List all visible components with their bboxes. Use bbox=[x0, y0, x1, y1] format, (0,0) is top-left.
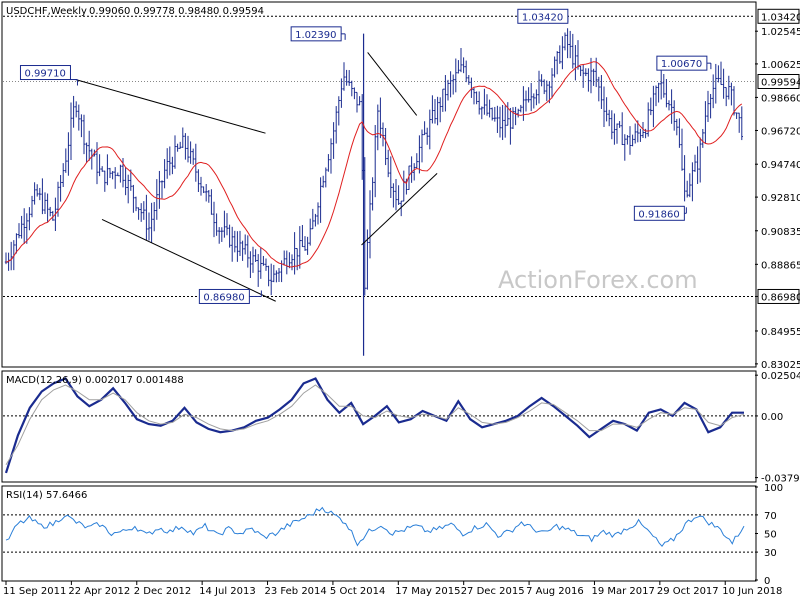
x-tick-label: 22 Apr 2012 bbox=[68, 586, 130, 597]
annotation-label: 0.86980 bbox=[203, 292, 244, 303]
annotation-label: 1.02390 bbox=[295, 30, 336, 41]
y-tick-label: 0.88865 bbox=[761, 260, 800, 271]
annotation-label: 0.91860 bbox=[638, 209, 679, 220]
y-tick-label: 0.84955 bbox=[761, 327, 800, 338]
level-box bbox=[757, 8, 800, 24]
rsi-layer bbox=[3, 506, 755, 553]
macd-y-tick-label: -0.037902 bbox=[761, 474, 800, 485]
x-tick-label: 2 Dec 2012 bbox=[134, 586, 192, 597]
chart-ohlc: 0.99060 0.99778 0.98480 0.99594 bbox=[89, 6, 264, 17]
axis-layer: 1.02545 1.00625 0.98660 0.96720 0.94740 0.928… bbox=[3, 8, 800, 597]
x-tick-label: 23 Feb 2014 bbox=[265, 586, 327, 597]
macd-layer bbox=[3, 377, 755, 474]
macd-signal-line bbox=[5, 384, 745, 465]
x-tick-label: 17 May 2015 bbox=[395, 586, 460, 597]
y-tick-label: 0.90835 bbox=[761, 227, 800, 238]
annotation-label: 0.99710 bbox=[24, 69, 65, 80]
x-tick-label: 7 Aug 2016 bbox=[526, 586, 584, 597]
rsi-panel bbox=[1, 485, 757, 582]
x-tick-label: 19 Mar 2017 bbox=[591, 586, 654, 597]
y-tick-label: 1.02545 bbox=[761, 27, 800, 38]
macd-line bbox=[4, 377, 744, 474]
annotation-box bbox=[198, 288, 250, 304]
trend-line bbox=[367, 52, 418, 116]
macd-title: MACD(12,26,9) 0.002017 0.001488 bbox=[6, 375, 184, 386]
macd-y-tick-label: 0.00 bbox=[761, 412, 783, 423]
annotation-label: 1.03420 bbox=[522, 12, 563, 23]
level-label: 0.86980 bbox=[761, 292, 800, 303]
y-tick-label: 1.00625 bbox=[761, 60, 800, 71]
last-price-label: 0.99594 bbox=[761, 77, 800, 88]
trend-line bbox=[75, 79, 266, 134]
level-label: 1.03420 bbox=[761, 12, 800, 23]
y-tick-label: 0.96720 bbox=[761, 126, 800, 137]
annotation-box bbox=[19, 65, 71, 81]
rsi-y-tick-label: 70 bbox=[764, 511, 777, 522]
y-tick-label: 0.83025 bbox=[761, 360, 800, 371]
x-tick-label: 29 Oct 2017 bbox=[657, 586, 719, 597]
rsi-y-tick-label: 30 bbox=[764, 548, 777, 559]
x-tick-label: 14 Jul 2013 bbox=[199, 586, 256, 597]
rsi-y-tick-label: 50 bbox=[764, 530, 777, 541]
rsi-y-tick-label: 100 bbox=[764, 483, 783, 494]
rsi-y-tick-label: 0 bbox=[764, 576, 770, 587]
watermark: ActionForex.com bbox=[498, 266, 698, 294]
x-tick-label: 27 Dec 2015 bbox=[461, 586, 525, 597]
rsi-line bbox=[5, 506, 745, 547]
chart-symbol: USDCHF,Weekly bbox=[6, 6, 87, 17]
trend-line bbox=[361, 173, 438, 246]
annotation-box bbox=[290, 26, 342, 42]
macd-y-tick-label: 0.025043 bbox=[761, 371, 800, 382]
y-tick-label: 0.98660 bbox=[761, 93, 800, 104]
annotation-label: 1.00670 bbox=[661, 59, 702, 70]
rsi-title: RSI(14) 57.6466 bbox=[6, 490, 87, 501]
moving-average-line bbox=[5, 61, 743, 268]
x-tick-label: 11 Sep 2011 bbox=[3, 586, 66, 597]
x-tick-label: 10 Jun 2018 bbox=[722, 586, 782, 597]
last-price-box bbox=[757, 73, 800, 89]
price-panel bbox=[1, 1, 757, 368]
level-box bbox=[757, 288, 800, 304]
annotation-box bbox=[517, 8, 569, 24]
trend-line bbox=[101, 218, 276, 302]
x-tick-label: 5 Oct 2014 bbox=[330, 586, 385, 597]
y-tick-label: 0.94740 bbox=[761, 160, 800, 171]
price-layer: 0.99710 1.02390 1.03420 0.86980 1.00670 0.918… bbox=[3, 8, 755, 356]
annotation-box bbox=[633, 205, 685, 221]
annotation-box bbox=[656, 55, 708, 71]
macd-panel bbox=[1, 370, 757, 483]
y-tick-label: 0.92810 bbox=[761, 193, 800, 204]
